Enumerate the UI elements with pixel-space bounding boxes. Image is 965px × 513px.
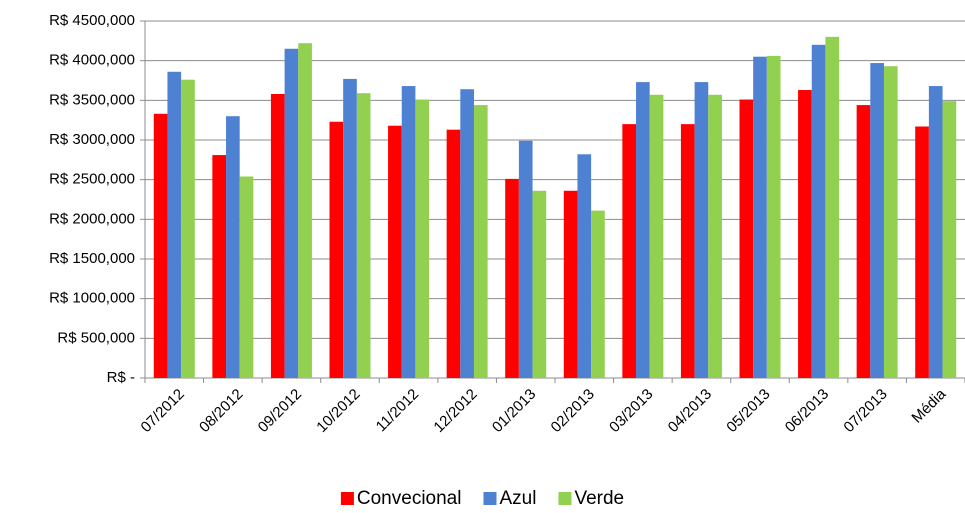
bar	[856, 105, 871, 379]
y-tick-label: R$ 2500,000	[49, 171, 135, 188]
bar	[942, 101, 957, 379]
y-tick-label: R$ -	[107, 369, 135, 386]
bar	[753, 56, 767, 378]
bar	[167, 71, 182, 379]
bar	[739, 99, 754, 378]
bar	[636, 82, 650, 378]
bar	[928, 86, 943, 378]
legend-swatch	[483, 492, 497, 505]
bar	[563, 190, 578, 378]
bar	[153, 113, 168, 378]
x-tick-label: 10/2012	[313, 386, 363, 436]
x-tick-label: Média	[908, 385, 949, 426]
bar	[226, 116, 240, 378]
y-tick-label: R$ 3500,000	[49, 91, 135, 108]
bar	[518, 140, 533, 378]
y-tick-label: R$ 4500,000	[49, 12, 135, 29]
legend-label: Azul	[499, 488, 536, 509]
bar	[329, 121, 344, 379]
bar	[622, 124, 637, 378]
x-tick-label: 05/2013	[723, 386, 773, 436]
x-tick-label: 07/2013	[840, 386, 890, 436]
x-tick-label: 04/2013	[665, 386, 715, 436]
bar	[811, 44, 826, 379]
bar	[270, 93, 285, 378]
x-tick-label: 09/2012	[255, 386, 305, 436]
x-tick-label: 11/2012	[373, 386, 423, 436]
bar	[460, 89, 474, 378]
bar	[883, 66, 898, 378]
bar	[401, 86, 416, 378]
bar	[680, 124, 695, 378]
bar	[649, 94, 664, 378]
bar	[591, 210, 605, 378]
bar	[532, 190, 547, 378]
bar	[343, 78, 357, 378]
bar	[212, 155, 227, 378]
bar	[415, 99, 430, 378]
bar	[388, 125, 402, 378]
y-tick-label: R$ 500,000	[57, 329, 135, 346]
bar	[284, 48, 299, 379]
bar	[446, 129, 461, 378]
x-tick-label: 02/2013	[548, 386, 598, 436]
legend-label: Verde	[574, 488, 624, 509]
bar	[473, 105, 488, 379]
bar	[298, 43, 312, 379]
y-tick-label: R$ 2000,000	[49, 210, 135, 227]
x-tick-label: 03/2013	[606, 386, 656, 436]
bar	[825, 36, 840, 378]
bar	[915, 126, 929, 378]
x-tick-label: 08/2012	[196, 386, 246, 436]
legend-swatch	[340, 492, 354, 505]
y-tick-label: R$ 3000,000	[49, 131, 135, 148]
bar	[798, 90, 812, 379]
bar	[181, 79, 195, 378]
bar	[577, 154, 592, 378]
legend: Convecional Azul Verde	[340, 488, 624, 509]
bar	[239, 176, 254, 378]
bar	[870, 63, 884, 379]
legend-label: Convecional	[357, 488, 462, 509]
y-tick-label: R$ 4000,000	[49, 52, 135, 69]
bar	[356, 93, 371, 379]
x-tick-label: 01/2013	[489, 386, 539, 436]
bar	[708, 94, 722, 378]
bar	[694, 82, 709, 378]
x-tick-label: 06/2013	[782, 386, 832, 436]
bar	[505, 178, 519, 378]
x-tick-label: 07/2012	[138, 386, 188, 436]
bar	[766, 55, 781, 378]
legend-swatch	[558, 492, 572, 505]
x-tick-label: 12/2012	[430, 386, 480, 436]
y-tick-label: R$ 1000,000	[49, 290, 135, 307]
y-tick-label: R$ 1500,000	[49, 250, 135, 267]
